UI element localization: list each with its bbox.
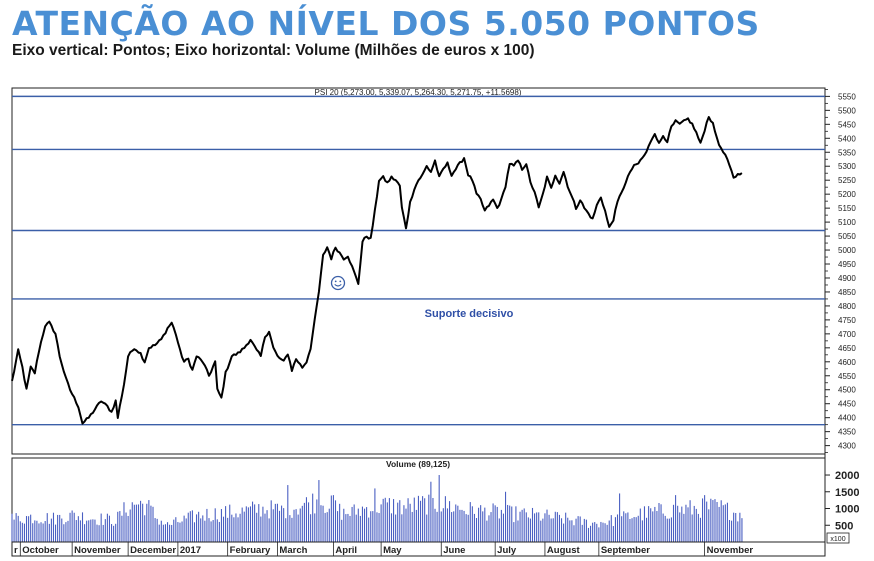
price-tick-label: 4600 bbox=[838, 358, 856, 367]
horizontal-levels bbox=[12, 95, 825, 426]
volume-series-header: Volume (89,125) bbox=[386, 459, 450, 469]
price-tick-label: 5550 bbox=[838, 92, 856, 101]
price-tick-label: 5500 bbox=[838, 106, 856, 115]
volume-axis: 500 1000 1500 2000 bbox=[825, 470, 859, 532]
price-tick-label: 5250 bbox=[838, 176, 856, 185]
price-tick-label: 5350 bbox=[838, 148, 856, 157]
month-label: February bbox=[230, 545, 271, 556]
price-series-header: PSI 20 (5,273.00, 5,339.07, 5,264.30, 5,… bbox=[315, 88, 522, 97]
price-tick-label: 4550 bbox=[838, 372, 856, 381]
month-label: May bbox=[383, 545, 402, 556]
price-tick-label: 4800 bbox=[838, 302, 856, 311]
price-tick-label: 5150 bbox=[838, 204, 856, 213]
price-tick-label: 4850 bbox=[838, 288, 856, 297]
price-tick-label: 5400 bbox=[838, 134, 856, 143]
price-tick-label: 4450 bbox=[838, 400, 856, 409]
volume-tick-label: 2000 bbox=[835, 470, 859, 482]
price-tick-label: 4750 bbox=[838, 316, 856, 325]
price-tick-label: 5450 bbox=[838, 120, 856, 129]
price-tick-label: 5050 bbox=[838, 232, 856, 241]
headline-title: ATENÇÃO AO NÍVEL DOS 5.050 PONTOS bbox=[12, 4, 760, 43]
price-tick-label: 5200 bbox=[838, 190, 856, 199]
month-label: August bbox=[547, 545, 581, 556]
month-label: April bbox=[335, 545, 357, 556]
price-tick-label: 4500 bbox=[838, 386, 856, 395]
price-axis: 4300 4350 4400 4450 4500 4550 4600 4650 4700 4750… bbox=[825, 88, 856, 454]
price-tick-label: 4300 bbox=[838, 442, 856, 451]
volume-unit-box bbox=[826, 532, 850, 544]
volume-tick-label: 1000 bbox=[835, 504, 859, 516]
price-tick-label: 4650 bbox=[838, 344, 856, 353]
support-annotation: Suporte decisivo bbox=[425, 308, 514, 320]
price-tick-label: 5300 bbox=[838, 162, 856, 171]
month-label: June bbox=[443, 545, 465, 556]
month-label: October bbox=[22, 545, 59, 556]
month-label: November bbox=[707, 545, 754, 556]
axes-description: Eixo vertical: Pontos; Eixo horizontal: … bbox=[12, 42, 535, 59]
price-tick-label: 4400 bbox=[838, 414, 856, 423]
smiley-icon bbox=[330, 275, 346, 291]
price-tick-label: 4900 bbox=[838, 274, 856, 283]
volume-unit-label: x100 bbox=[830, 536, 845, 543]
volume-bars bbox=[11, 475, 743, 542]
month-label: December bbox=[130, 545, 176, 556]
price-line bbox=[11, 116, 743, 425]
month-label: July bbox=[497, 545, 517, 556]
time-axis: r October November December 2017 February Marc… bbox=[11, 542, 754, 556]
month-label: November bbox=[74, 545, 121, 556]
price-tick-label: 4350 bbox=[838, 428, 856, 437]
volume-tick-label: 1500 bbox=[835, 487, 859, 499]
volume-tick-label: 500 bbox=[835, 520, 853, 532]
month-label: r bbox=[14, 545, 18, 556]
month-label: March bbox=[279, 545, 307, 556]
price-tick-label: 5100 bbox=[838, 218, 856, 227]
price-tick-label: 4950 bbox=[838, 260, 856, 269]
month-label: September bbox=[601, 545, 650, 556]
price-panel-frame bbox=[11, 87, 826, 455]
price-tick-label: 5000 bbox=[838, 246, 856, 255]
price-tick-label: 4700 bbox=[838, 330, 856, 339]
month-label: 2017 bbox=[180, 545, 201, 556]
